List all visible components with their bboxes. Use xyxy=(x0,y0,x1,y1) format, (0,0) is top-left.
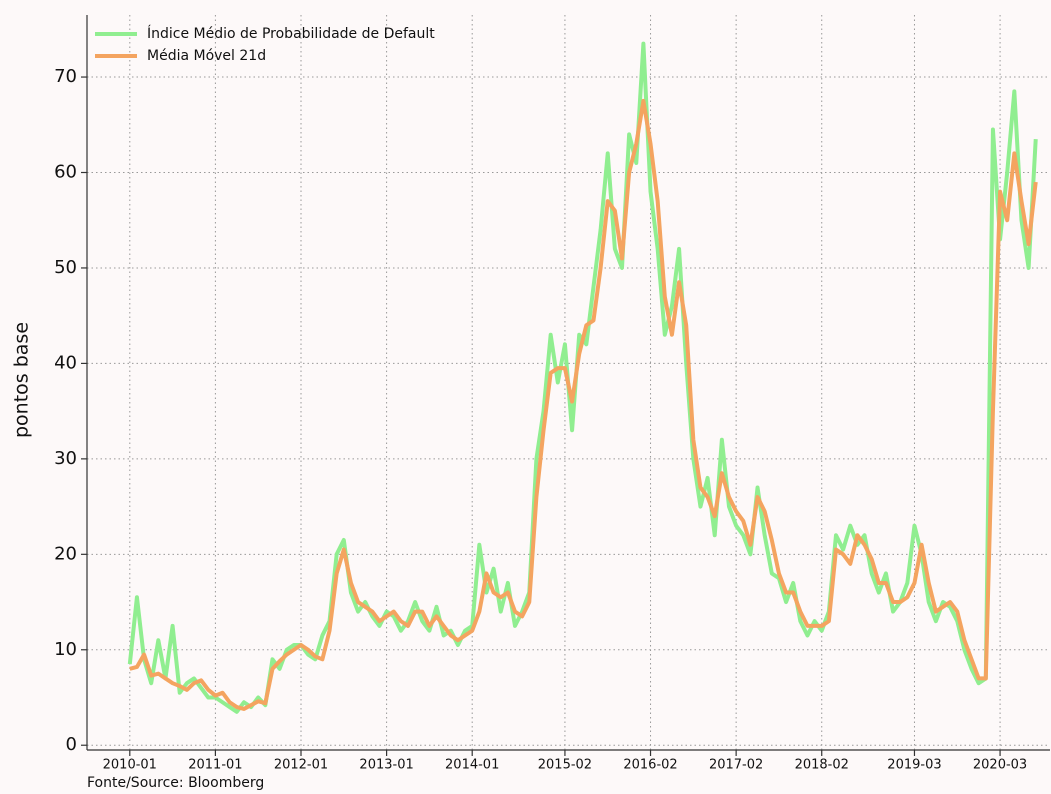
x-tick-label: 2019-03 xyxy=(887,758,941,773)
x-tick-label: 2012-01 xyxy=(274,758,328,773)
x-tick-label: 2013-01 xyxy=(359,758,413,773)
x-tick-label: 2016-02 xyxy=(623,758,677,773)
y-tick-label: 60 xyxy=(54,162,77,183)
x-tick-label: 2015-02 xyxy=(538,758,592,773)
y-tick-label: 50 xyxy=(54,257,77,278)
x-tick-label: 2010-01 xyxy=(103,758,157,773)
y-tick-label: 10 xyxy=(54,639,77,660)
y-tick-label: 30 xyxy=(54,448,77,469)
y-tick-label: 40 xyxy=(54,352,77,373)
x-tick-label: 2011-01 xyxy=(188,758,242,773)
y-tick-label: 20 xyxy=(54,543,77,564)
y-tick-label: 70 xyxy=(54,66,77,87)
x-tick-label: 2014-01 xyxy=(445,758,499,773)
legend-label: Índice Médio de Probabilidade de Default xyxy=(147,25,435,42)
y-axis-label: pontos base xyxy=(11,322,33,438)
series-line xyxy=(129,98,1038,711)
x-tick-label: 2020-03 xyxy=(973,758,1027,773)
legend-label: Média Móvel 21d xyxy=(147,48,266,64)
x-tick-label: 2018-02 xyxy=(795,758,849,773)
source-note: Fonte/Source: Bloomberg xyxy=(87,775,264,791)
x-tick-label: 2017-02 xyxy=(709,758,763,773)
y-tick-label: 0 xyxy=(66,734,77,755)
